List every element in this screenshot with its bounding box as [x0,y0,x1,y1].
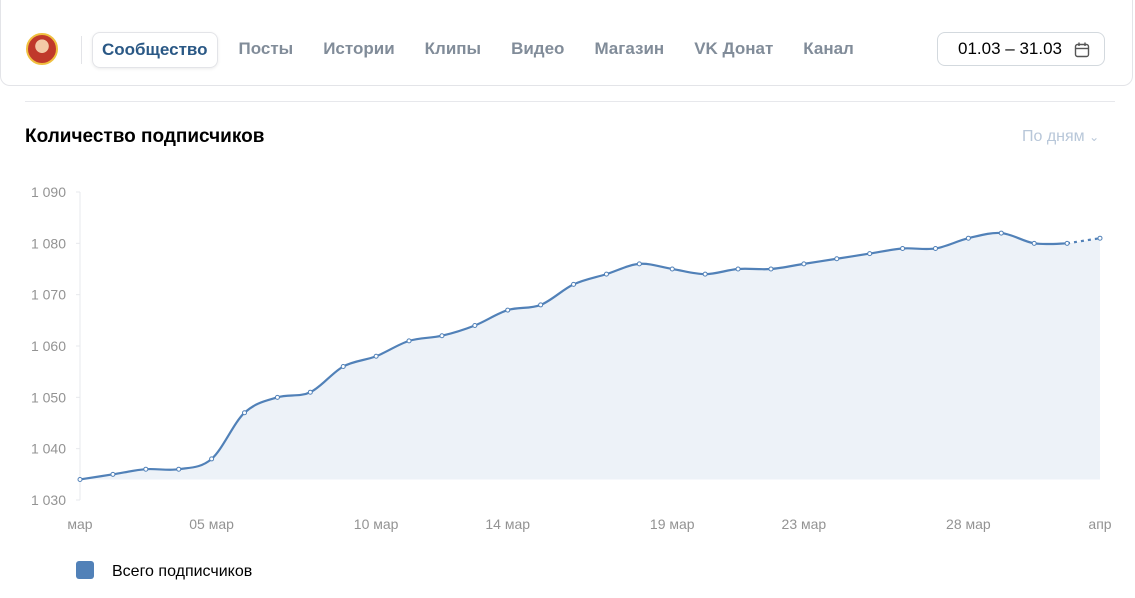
nav-tab[interactable]: Видео [511,39,565,58]
point [965,235,971,241]
calendar-icon [1074,42,1090,58]
y-tick-label: 1 030 [31,492,66,508]
legend-label: Всего подписчиков [112,563,252,580]
nav-tab[interactable]: Магазин [594,39,665,58]
tabs: Сообщество Посты Истории Клипы Видео Магазин V… [92,32,863,68]
line [79,231,1068,481]
y-tick-label: 1 040 [31,441,66,457]
point [505,307,511,313]
point [801,261,807,267]
y-tick-label: 1 090 [31,184,66,200]
point [932,245,938,251]
x-tick-label: 28 мар [946,516,991,532]
point [340,364,346,370]
nav-tab[interactable]: VK Донат [694,39,774,58]
date-range: 01.03 – 31.03 [958,39,1062,58]
nav-tab[interactable]: Канал [803,39,854,58]
nav-tab[interactable]: Клипы [424,39,482,58]
line-forecast [1066,237,1101,245]
point [406,338,412,344]
date-picker[interactable]: 01.03 – 31.03 [937,32,1105,66]
point [768,266,774,272]
x-tick-label: 10 мар [354,516,399,532]
legend-swatch [76,561,94,579]
point [1064,240,1070,246]
point [307,389,313,395]
point [209,456,215,462]
y-tick-label: 1 050 [31,389,66,405]
nav-tab[interactable]: Посты [238,39,294,58]
point [538,302,544,308]
point [242,410,248,416]
point [176,466,182,472]
point [867,251,873,257]
area [80,232,1100,480]
separator [81,36,82,64]
top-bar: Сообщество Посты Истории Клипы Видео Магазин V… [0,0,1133,86]
avatar[interactable] [26,33,58,65]
period-label: По дням [1022,128,1085,145]
chart-title: Количество подписчиков [25,126,265,147]
y-tick-label: 1 060 [31,338,66,354]
point [669,266,675,272]
x-tick-label: мар [67,516,92,532]
point [472,322,478,328]
nav-tab[interactable]: Истории [323,39,395,58]
divider [25,101,1115,102]
point [603,271,609,277]
point [110,471,116,477]
x-tick-label: 14 мар [485,516,530,532]
point [636,261,642,267]
x-tick-label: 05 мар [189,516,234,532]
point [274,394,280,400]
point [439,333,445,339]
point [77,476,83,482]
point [702,271,708,277]
point [373,353,379,359]
x-tick-label: 23 мар [782,516,827,532]
y-tick-label: 1 070 [31,287,66,303]
x-tick-label: 19 мар [650,516,695,532]
nav-tab[interactable]: Сообщество [92,32,218,68]
point [998,230,1004,236]
period-select[interactable]: По дням ⌄ [1022,128,1100,145]
point [834,256,840,262]
point [735,266,741,272]
point [900,245,906,251]
y-tick-label: 1 080 [31,235,66,251]
point [143,466,149,472]
point [1097,235,1103,241]
point [571,281,577,287]
x-tick-label: апр [1088,516,1111,532]
point [1031,240,1037,246]
